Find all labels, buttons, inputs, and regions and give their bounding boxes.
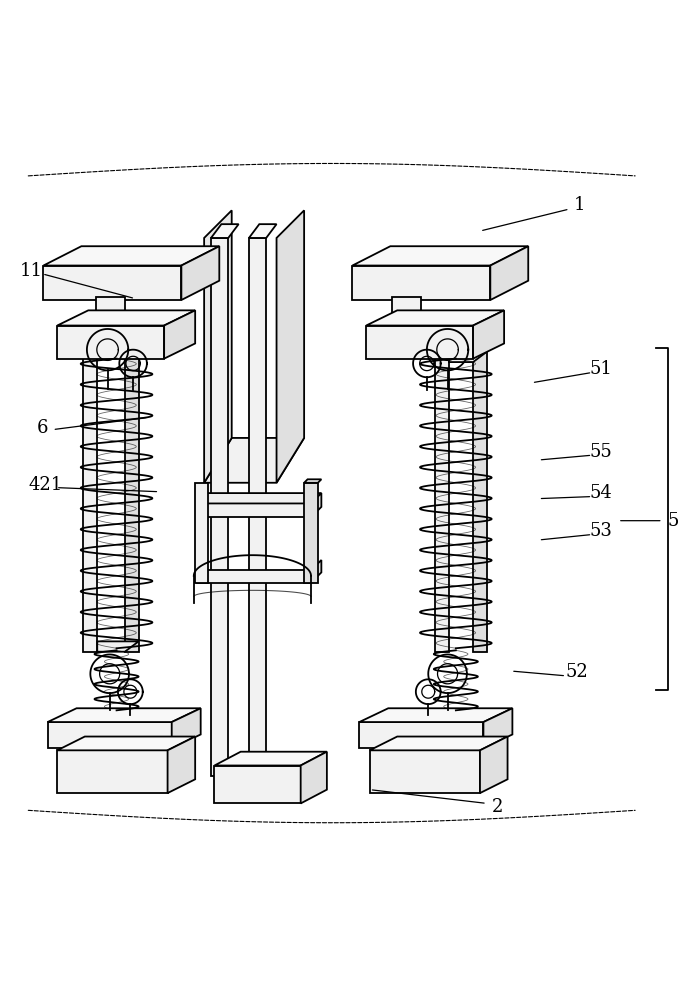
Polygon shape <box>44 246 219 266</box>
Polygon shape <box>211 224 238 238</box>
Polygon shape <box>491 246 528 300</box>
Polygon shape <box>249 224 276 238</box>
Polygon shape <box>97 641 139 652</box>
Polygon shape <box>164 310 195 359</box>
Polygon shape <box>484 708 513 748</box>
Polygon shape <box>370 750 480 793</box>
Polygon shape <box>359 722 484 748</box>
Polygon shape <box>311 493 321 517</box>
Polygon shape <box>48 722 172 748</box>
Polygon shape <box>44 266 181 300</box>
Text: 51: 51 <box>589 360 612 378</box>
Polygon shape <box>311 560 321 583</box>
Polygon shape <box>392 297 422 328</box>
Polygon shape <box>168 737 195 793</box>
Polygon shape <box>449 352 487 362</box>
Polygon shape <box>57 737 195 750</box>
Polygon shape <box>304 479 321 483</box>
Polygon shape <box>214 766 301 803</box>
Text: 6: 6 <box>37 419 48 437</box>
Text: 421: 421 <box>28 476 63 494</box>
Text: 52: 52 <box>565 663 588 681</box>
Polygon shape <box>366 326 473 359</box>
Polygon shape <box>214 752 327 766</box>
Polygon shape <box>276 210 304 483</box>
Polygon shape <box>480 737 508 793</box>
Polygon shape <box>249 238 266 776</box>
Polygon shape <box>84 352 97 652</box>
Text: 54: 54 <box>589 484 612 502</box>
Polygon shape <box>172 708 200 748</box>
Polygon shape <box>195 483 207 583</box>
Polygon shape <box>473 310 504 359</box>
Polygon shape <box>304 483 318 583</box>
Polygon shape <box>181 246 219 300</box>
Polygon shape <box>352 246 528 266</box>
Text: 55: 55 <box>589 443 612 461</box>
Text: 2: 2 <box>491 798 503 816</box>
Text: 1: 1 <box>574 196 586 214</box>
Polygon shape <box>352 266 491 300</box>
Polygon shape <box>125 352 139 652</box>
Polygon shape <box>197 493 321 503</box>
Text: 5: 5 <box>668 512 679 530</box>
Text: 53: 53 <box>589 522 612 540</box>
Polygon shape <box>57 750 168 793</box>
Polygon shape <box>57 310 195 326</box>
Polygon shape <box>204 438 304 483</box>
Polygon shape <box>370 737 508 750</box>
Polygon shape <box>197 570 311 583</box>
Polygon shape <box>366 310 504 326</box>
Polygon shape <box>301 752 327 803</box>
Polygon shape <box>197 503 311 517</box>
Polygon shape <box>359 708 513 722</box>
Polygon shape <box>96 297 125 328</box>
Polygon shape <box>204 210 231 483</box>
Polygon shape <box>48 708 200 722</box>
Polygon shape <box>211 238 228 776</box>
Text: 11: 11 <box>20 262 44 280</box>
Polygon shape <box>435 352 449 652</box>
Polygon shape <box>57 326 164 359</box>
Polygon shape <box>473 352 487 652</box>
